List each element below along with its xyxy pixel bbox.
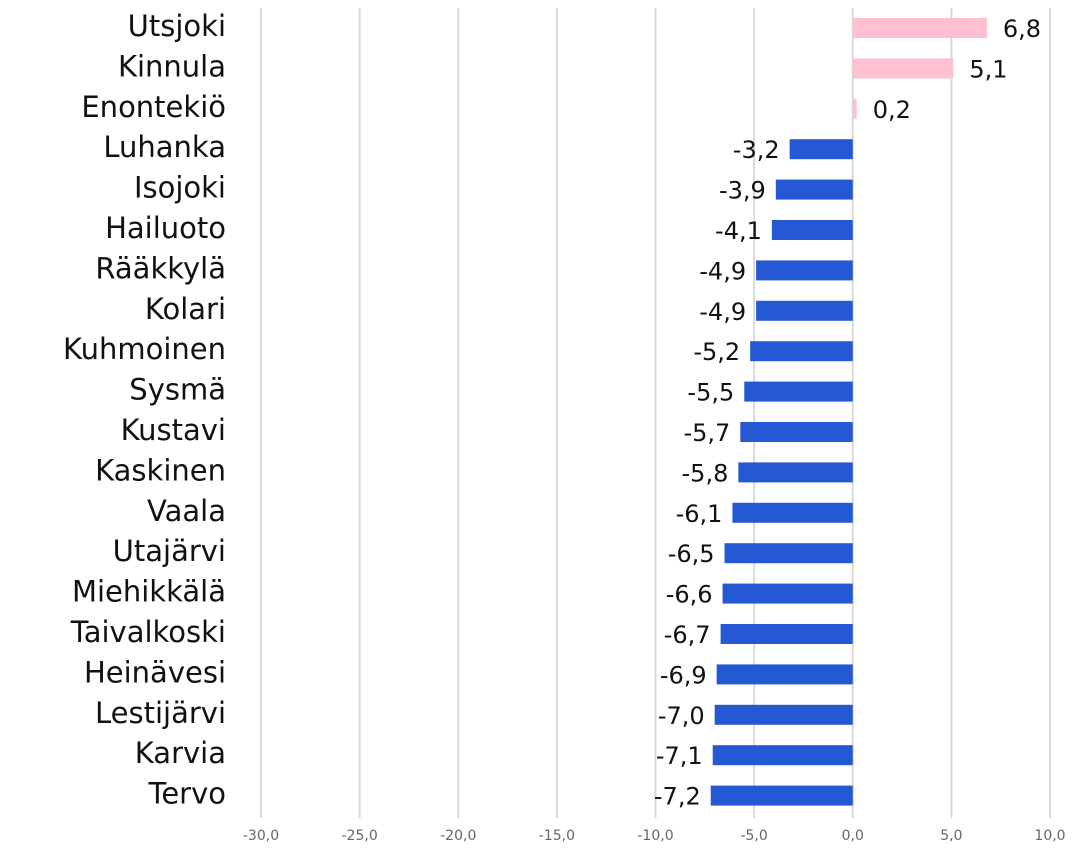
bar [744,381,853,402]
bar [852,18,987,38]
value-label: -3,2 [733,136,780,164]
bar [756,300,853,321]
bar [789,139,853,160]
x-tick-label: -30,0 [243,828,279,844]
x-tick-label: -15,0 [539,828,575,844]
bar [722,583,853,604]
category-label: Isojoki [134,171,226,205]
category-label: Vaala [147,494,226,528]
bar [852,98,857,119]
value-label: -3,9 [719,177,766,205]
x-tick-label: -10,0 [637,828,673,844]
category-label: Taivalkoski [70,615,226,649]
bar [775,179,853,200]
bar [720,624,853,644]
value-label: 0,2 [873,96,911,124]
value-label: -7,0 [658,702,705,730]
category-label: Enontekiö [81,90,226,124]
value-label: 6,8 [1003,15,1041,43]
category-label: Kaskinen [95,453,226,487]
category-label: Tervo [148,777,226,811]
value-label: -5,7 [683,419,730,447]
bar [740,422,853,442]
value-label: -5,5 [687,379,734,407]
value-label: -5,8 [682,459,729,487]
x-tick-label: 10,0 [1034,828,1065,844]
category-label: Hailuoto [105,211,226,245]
value-label: -4,9 [699,257,746,285]
bar [712,745,853,766]
category-label: Karvia [135,736,226,770]
category-label: Miehikkälä [72,575,226,609]
bar [756,260,853,281]
category-label: Lestijärvi [95,696,226,730]
category-label: Utajärvi [113,534,226,568]
value-label: -6,9 [660,661,707,689]
bar [852,58,954,79]
bar [771,220,853,240]
x-tick-label: 0,0 [842,828,864,844]
value-label: -4,9 [699,298,746,326]
value-label: 5,1 [969,55,1007,83]
category-label: Kinnula [118,49,226,83]
value-label: -6,1 [676,500,723,528]
value-label: -4,1 [715,217,762,245]
category-label: Heinävesi [84,655,226,689]
value-label: -6,7 [664,621,711,649]
x-tick-label: 5,0 [940,828,962,844]
bar [710,785,853,806]
bar [732,502,853,523]
x-tick-label: -20,0 [440,828,476,844]
bar [724,543,853,564]
value-label: -5,2 [693,338,740,366]
category-label: Sysmä [129,373,226,407]
x-tick-label: -25,0 [342,828,378,844]
bar [714,704,853,725]
category-label: Luhanka [103,130,226,164]
x-tick-label: -5,0 [740,828,767,844]
value-label: -7,2 [654,783,701,811]
value-label: -6,5 [668,540,715,568]
bar [738,462,853,483]
category-label: Kolari [145,292,226,326]
value-label: -7,1 [656,742,703,770]
value-label: -6,6 [666,581,713,609]
category-label: Kuhmoinen [63,332,226,366]
category-label: Rääkkylä [95,251,226,285]
category-label: Kustavi [121,413,226,447]
category-label: Utsjoki [128,9,226,43]
bar [716,664,853,685]
bar [750,341,853,362]
